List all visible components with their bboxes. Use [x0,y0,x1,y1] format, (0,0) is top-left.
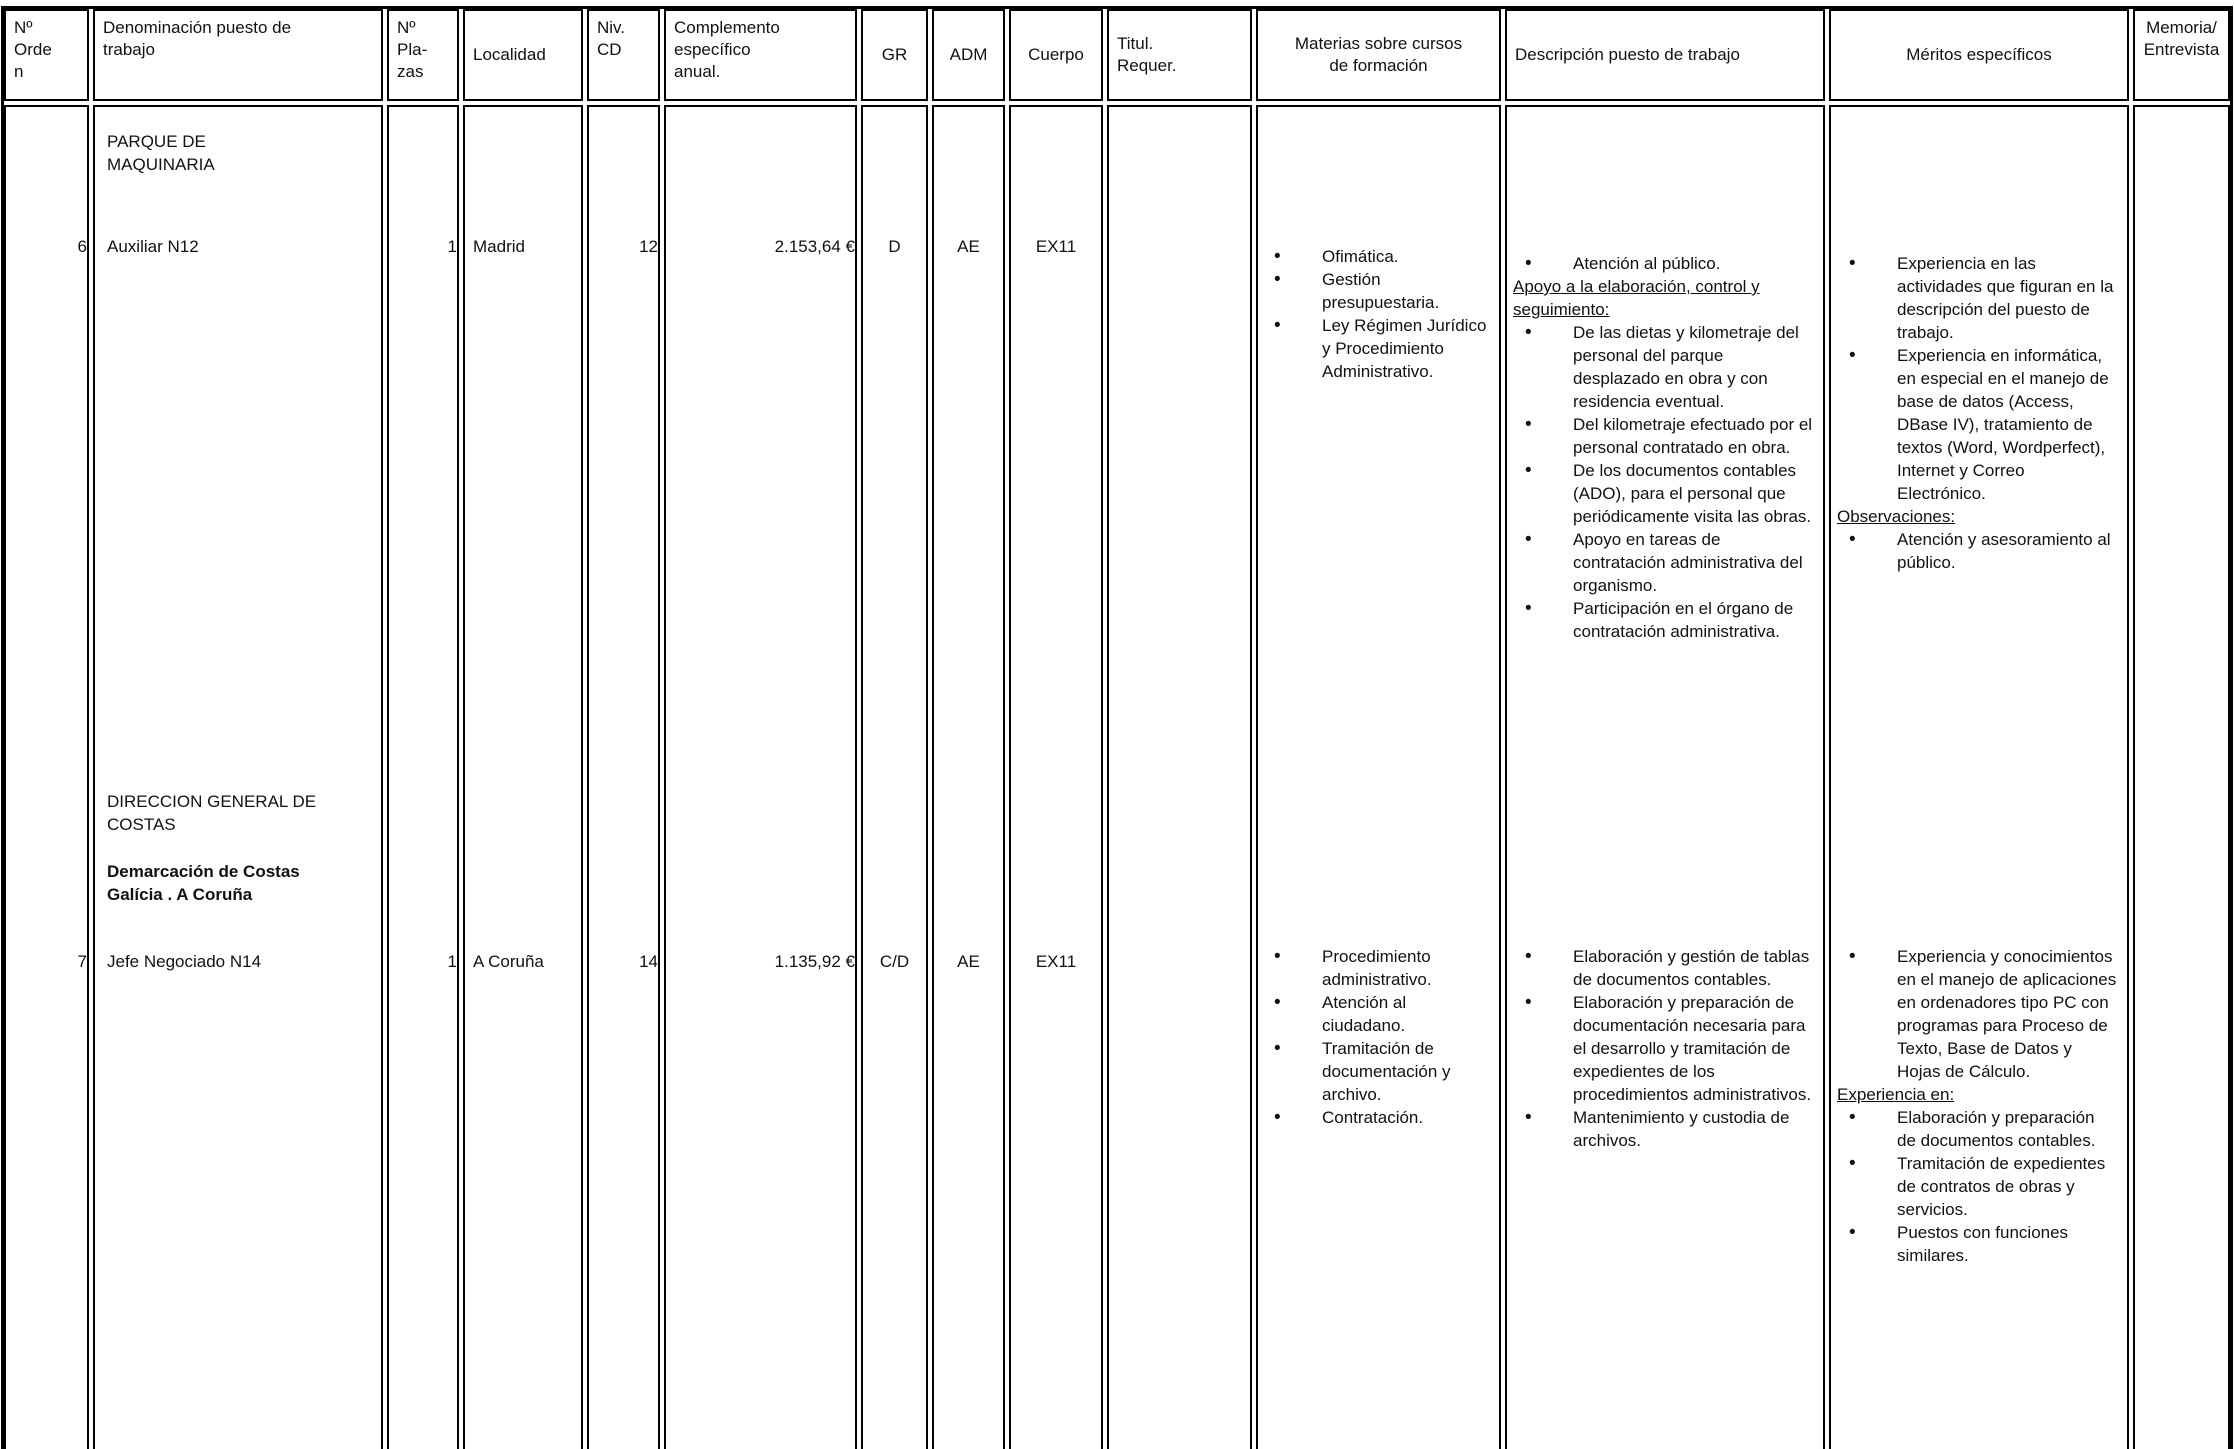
job-positions-table: Nº Orde n Denominación puesto de trabajo… [1,6,2233,1449]
meritos-underlined-heading: Observaciones: [1837,507,1956,526]
bullet-item: Ley Régimen Jurídico y Procedimiento Adm… [1258,314,1493,383]
column-localidad: Madrid A Coruña [463,105,583,1449]
plazas-row6: 1 [447,237,457,256]
meritos-row6: Experiencia en las actividades que figur… [1831,252,2127,574]
column-adm: AE AE [932,105,1005,1449]
column-descripcion: Atención al público. Apoyo a la elaborac… [1505,105,1825,1449]
adm-row7: AE [957,952,980,971]
col-header-meritos: Méritos específicos [1829,9,2129,101]
job-title-row7: Jefe Negociado N14 [107,952,262,971]
materias-row7: Procedimiento administrativo. Atención a… [1258,945,1499,1129]
column-n-plazas: 1 1 [387,105,459,1449]
column-titul-requer [1107,105,1252,1449]
bullet-item: Puestos con funciones similares. [1835,1221,2117,1267]
plazas-row7: 1 [447,952,457,971]
bullet-item: Elaboración y gestión de tablas de docum… [1511,945,1813,991]
col-header-titul-requer: Titul. Requer. [1107,9,1252,101]
col-header-gr: GR [861,9,928,101]
bullet-item: Apoyo en tareas de contratación administ… [1511,528,1813,597]
col-header-n-plazas: Nº Pla- zas [387,9,459,101]
col-header-descripcion: Descripción puesto de trabajo [1505,9,1825,101]
column-complemento: 2.153,64 € 1.135,92 € [664,105,857,1449]
descripcion-row7: Elaboración y gestión de tablas de docum… [1507,945,1823,1152]
column-n-orden: 6 7 [4,105,89,1449]
bullet-item: Gestión presupuestaria. [1258,268,1493,314]
col-header-n-orden: Nº Orde n [4,9,89,101]
nivel-cd-row7: 14 [639,952,658,971]
grupo-row7: C/D [879,952,910,971]
section-title-direccion-costas: DIRECCION GENERAL DE COSTAS [107,792,317,834]
bullet-item: De los documentos contables (ADO), para … [1511,459,1813,528]
bullet-item: Tramitación de expedientes de contratos … [1835,1152,2117,1221]
subsection-demarcacion-costas: Demarcación de Costas Galícia . A Coruña [107,862,300,904]
col-header-denominacion: Denominación puesto de trabajo [93,9,383,101]
meritos-row7: Experiencia y conocimientos en el manejo… [1831,945,2127,1267]
col-header-memoria: Memoria/ Entrevista [2133,9,2230,101]
bullet-item: De las dietas y kilometraje del personal… [1511,321,1813,413]
bullet-item: Elaboración y preparación de documentaci… [1511,991,1813,1106]
order-number-row6: 6 [77,237,87,256]
section-title-parque-maquinaria: PARQUE DE MAQUINARIA [107,132,215,174]
materias-row6: Ofimática. Gestión presupuestaria. Ley R… [1258,245,1499,383]
col-header-cuerpo: Cuerpo [1009,9,1103,101]
bullet-item: Tramitación de documentación y archivo. [1258,1037,1493,1106]
column-denominacion: PARQUE DE MAQUINARIA Auxiliar N12 DIRECC… [93,105,383,1449]
column-gr: D C/D [861,105,928,1449]
bullet-item: Procedimiento administrativo. [1258,945,1493,991]
bullet-item: Participación en el órgano de contrataci… [1511,597,1813,643]
bullet-item: Del kilometraje efectuado por el persona… [1511,413,1813,459]
col-header-adm: ADM [932,9,1005,101]
col-header-niv-cd: Niv. CD [587,9,660,101]
bullet-item: Elaboración y preparación de documentos … [1835,1106,2117,1152]
localidad-row6: Madrid [473,237,525,256]
column-meritos: Experiencia en las actividades que figur… [1829,105,2129,1449]
bullet-item: Atención al público. [1511,252,1813,275]
meritos-underlined-heading: Experiencia en: [1837,1085,1955,1104]
bullet-item: Atención al ciudadano. [1258,991,1493,1037]
bullet-item: Mantenimiento y custodia de archivos. [1511,1106,1813,1152]
bullet-item: Experiencia y conocimientos en el manejo… [1835,945,2117,1083]
bullet-item: Ofimática. [1258,245,1493,268]
grupo-row6: D [888,237,901,256]
col-header-complemento: Complemento específico anual. [664,9,857,101]
descripcion-underlined-heading: Apoyo a la elaboración, control y seguim… [1513,277,1760,319]
column-cuerpo: EX11 EX11 [1009,105,1103,1449]
bullet-item: Experiencia en las actividades que figur… [1835,252,2117,344]
adm-row6: AE [957,237,980,256]
job-title-row6: Auxiliar N12 [107,237,199,256]
cuerpo-row6: EX11 [1035,237,1077,256]
complemento-row7: 1.135,92 € [774,952,855,971]
complemento-row6: 2.153,64 € [774,237,855,256]
col-header-localidad: Localidad [463,9,583,101]
order-number-row7: 7 [77,952,87,971]
nivel-cd-row6: 12 [639,237,658,256]
bullet-item: Experiencia en informática, en especial … [1835,344,2117,505]
cuerpo-row7: EX11 [1035,952,1077,971]
column-niv-cd: 12 14 [587,105,660,1449]
column-materias: Ofimática. Gestión presupuestaria. Ley R… [1256,105,1501,1449]
descripcion-row6: Atención al público. Apoyo a la elaborac… [1507,252,1823,643]
bullet-item: Atención y asesoramiento al público. [1835,528,2117,574]
bullet-item: Contratación. [1258,1106,1493,1129]
column-memoria-entrevista [2133,105,2230,1449]
col-header-materias: Materias sobre cursos de formación [1256,9,1501,101]
localidad-row7: A Coruña [473,952,544,971]
